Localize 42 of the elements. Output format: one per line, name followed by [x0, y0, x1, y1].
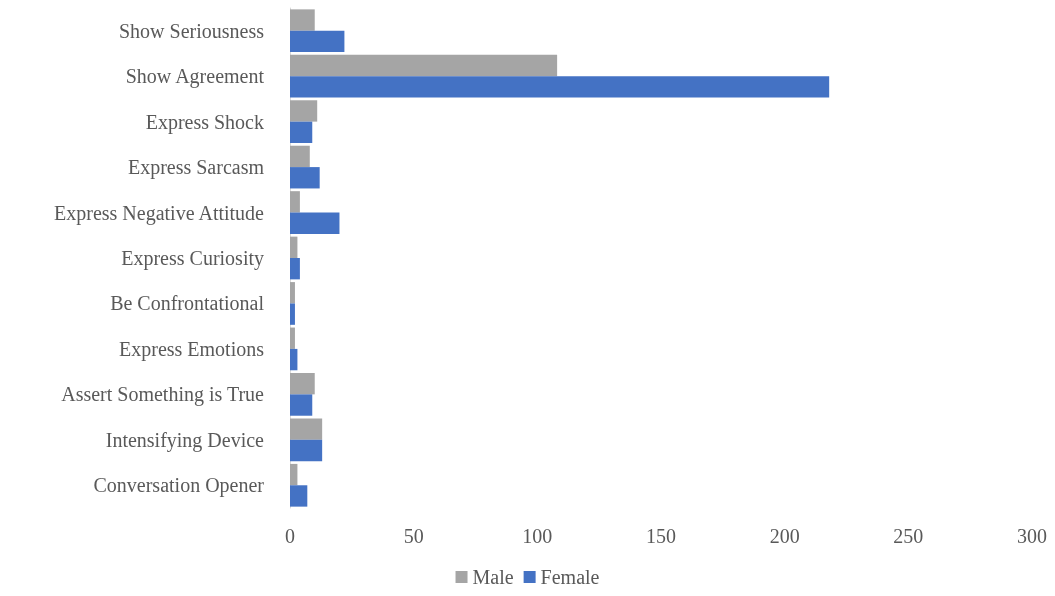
bar	[290, 373, 315, 395]
bar	[290, 236, 298, 258]
bar	[290, 418, 323, 440]
x-tick-label: 300	[1017, 525, 1047, 547]
x-tick-label: 150	[646, 525, 676, 547]
x-tick-label: 100	[522, 525, 553, 547]
x-tick-label: 200	[769, 525, 800, 547]
bar	[290, 54, 558, 77]
bar	[290, 100, 318, 122]
y-tick-label: Assert Something is True	[61, 383, 265, 407]
y-tick-label: Express Emotions	[119, 337, 265, 361]
bar	[290, 258, 300, 280]
bar	[290, 348, 298, 371]
y-tick-label: Express Shock	[145, 110, 264, 134]
y-tick-label: Be Confrontational	[110, 292, 265, 315]
bar	[290, 439, 323, 462]
x-tick-label: 250	[893, 525, 924, 547]
y-tick-label: Conversation Opener	[93, 474, 265, 498]
bar	[290, 212, 340, 234]
y-tick-label: Intensifying Device	[105, 428, 265, 452]
bar	[290, 9, 315, 31]
y-tick-label: Show Agreement	[125, 65, 265, 89]
bar	[290, 303, 295, 325]
bar	[290, 191, 300, 213]
bar	[290, 282, 295, 304]
y-tick-label: Express Negative Attitude	[54, 201, 265, 225]
y-tick-label: Show Seriousness	[118, 19, 265, 42]
bar	[290, 76, 830, 98]
bar	[290, 121, 313, 143]
y-tick-label: Express Curiosity	[121, 247, 264, 270]
bar	[290, 167, 320, 189]
y-tick-label: Express Sarcasm	[127, 156, 265, 180]
bar	[290, 463, 298, 486]
bar	[290, 394, 313, 416]
bar	[290, 485, 308, 507]
x-tick-label: 0	[285, 525, 295, 547]
legend-label: Male	[472, 566, 514, 588]
bar	[290, 30, 345, 53]
bar	[290, 145, 310, 168]
legend-label: Female	[540, 566, 600, 588]
bar	[290, 327, 295, 349]
x-tick-label: 50	[403, 525, 424, 547]
